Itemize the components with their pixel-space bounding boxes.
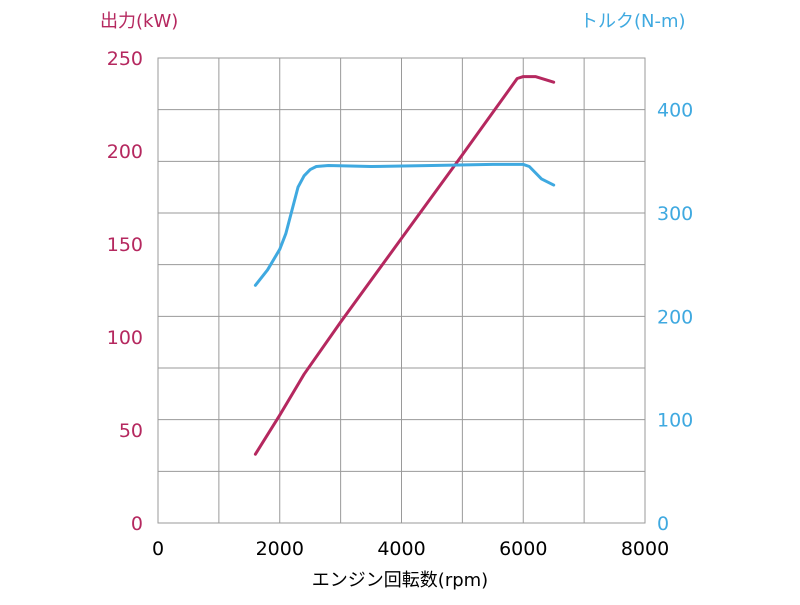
x-axis-ticks: 0 2000 4000 6000 8000 bbox=[152, 538, 669, 560]
x-axis-title: エンジン回転数(rpm) bbox=[312, 570, 488, 591]
right-tick-label: 0 bbox=[657, 513, 669, 535]
left-tick-label: 100 bbox=[107, 327, 143, 349]
plot-frame bbox=[157, 57, 646, 524]
right-axis-title: トルク(N-m) bbox=[580, 11, 686, 32]
power-line bbox=[253, 75, 556, 456]
left-tick-label: 50 bbox=[119, 420, 143, 442]
right-tick-label: 200 bbox=[657, 306, 693, 328]
x-tick-label: 8000 bbox=[621, 538, 669, 560]
right-tick-label: 300 bbox=[657, 203, 693, 225]
right-tick-label: 100 bbox=[657, 410, 693, 432]
x-tick-label: 6000 bbox=[499, 538, 547, 560]
grid bbox=[158, 58, 645, 523]
left-axis-ticks: 0 50 100 150 200 250 bbox=[107, 48, 143, 535]
x-tick-label: 2000 bbox=[256, 538, 304, 560]
left-axis-title: 出力(kW) bbox=[100, 11, 178, 32]
left-tick-label: 150 bbox=[107, 234, 143, 256]
left-tick-label: 0 bbox=[131, 513, 143, 535]
x-tick-label: 0 bbox=[152, 538, 164, 560]
x-tick-label: 4000 bbox=[377, 538, 425, 560]
left-tick-label: 200 bbox=[107, 141, 143, 163]
series-layer bbox=[253, 75, 556, 456]
left-tick-label: 250 bbox=[107, 48, 143, 70]
torque-line bbox=[253, 162, 556, 287]
right-axis-ticks: 0 100 200 300 400 bbox=[657, 100, 693, 535]
right-tick-label: 400 bbox=[657, 100, 693, 122]
